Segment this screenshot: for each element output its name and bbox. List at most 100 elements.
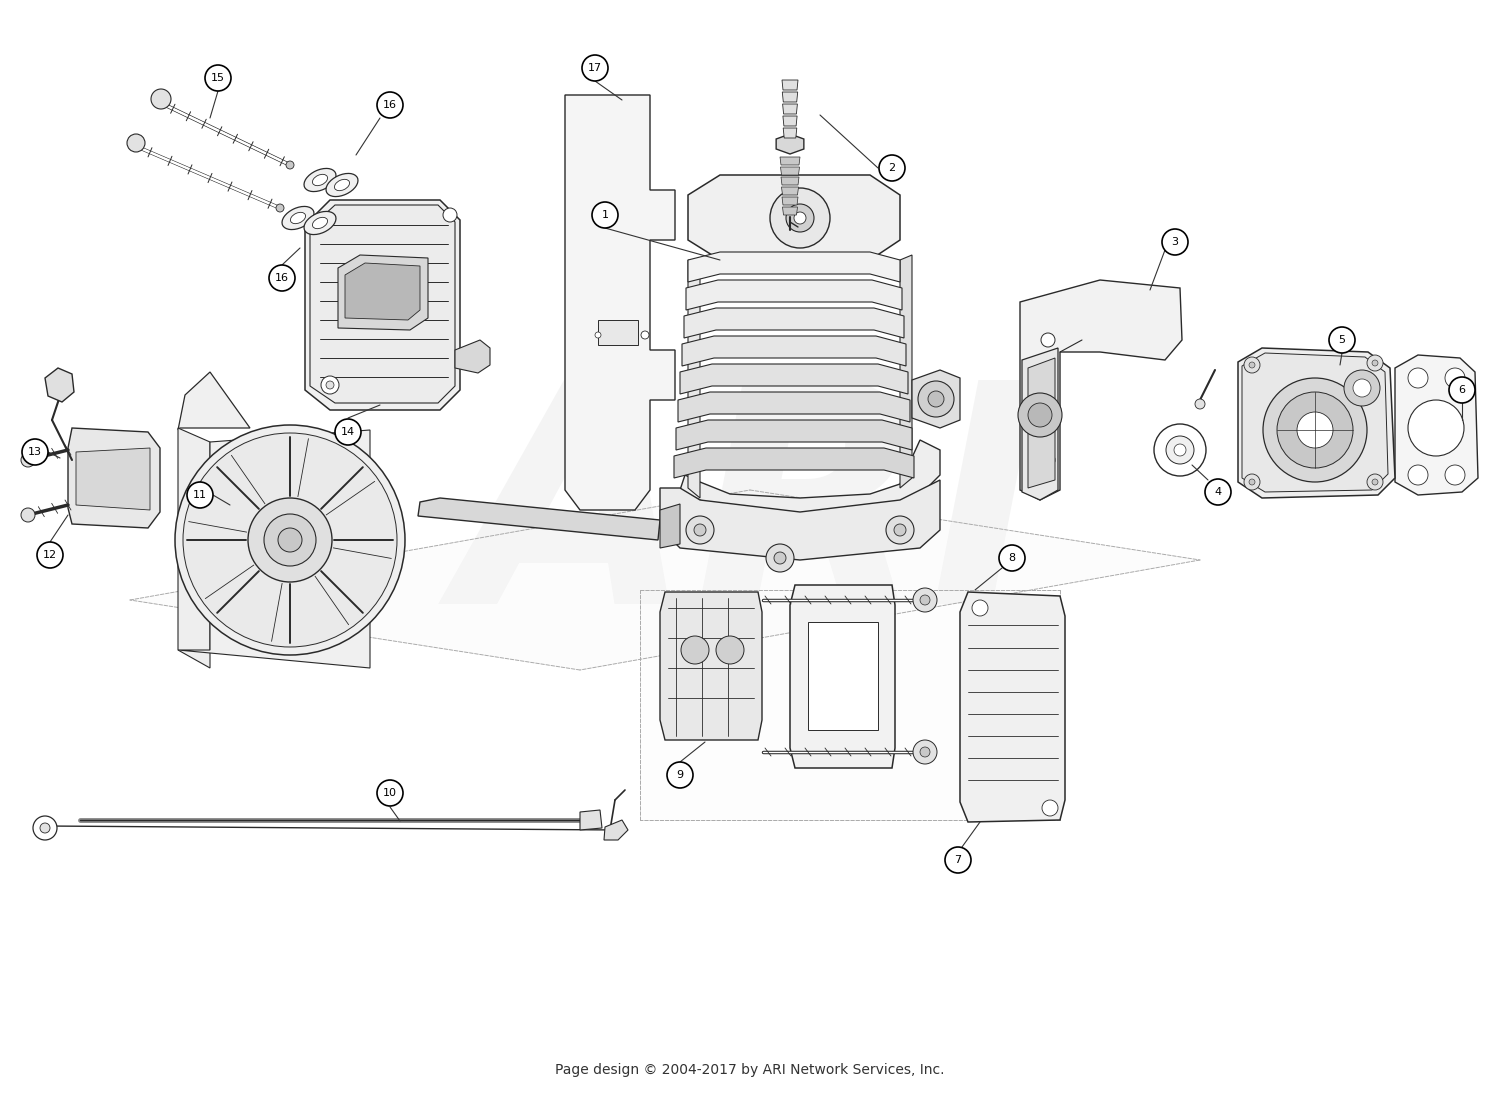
Polygon shape [1395,355,1478,495]
Polygon shape [900,255,912,488]
Circle shape [1019,393,1062,437]
Polygon shape [419,498,660,540]
Circle shape [206,65,231,91]
Circle shape [1366,355,1383,372]
Polygon shape [68,429,160,528]
Ellipse shape [282,206,314,229]
Text: ARI: ARI [458,372,1042,669]
Circle shape [1041,333,1054,347]
Polygon shape [178,430,370,667]
Circle shape [1408,368,1428,388]
Text: 9: 9 [676,770,684,780]
Polygon shape [912,370,960,429]
Circle shape [268,265,296,292]
Text: 11: 11 [194,490,207,500]
Circle shape [1250,479,1256,486]
Circle shape [686,516,714,544]
Circle shape [694,524,706,536]
Polygon shape [686,279,902,310]
Circle shape [886,516,914,544]
Polygon shape [310,205,454,403]
Circle shape [334,419,362,445]
Circle shape [1276,392,1353,468]
Ellipse shape [334,180,350,191]
Circle shape [183,433,398,647]
Circle shape [716,636,744,664]
Text: 8: 8 [1008,553,1016,563]
Circle shape [918,381,954,416]
Circle shape [1444,465,1466,486]
Polygon shape [783,92,798,102]
Circle shape [582,55,608,81]
Circle shape [879,155,904,181]
Text: 5: 5 [1338,335,1346,345]
Circle shape [1408,400,1464,456]
Circle shape [1204,479,1231,505]
Circle shape [33,817,57,840]
Polygon shape [790,585,895,768]
Polygon shape [680,364,908,393]
Polygon shape [808,623,877,730]
Ellipse shape [312,174,327,185]
Circle shape [999,545,1024,571]
Circle shape [894,524,906,536]
Circle shape [1028,403,1051,427]
Circle shape [766,544,794,572]
Circle shape [1449,377,1474,403]
Circle shape [1162,229,1188,255]
Text: 3: 3 [1172,237,1179,247]
Circle shape [920,595,930,605]
Polygon shape [1242,353,1388,492]
Polygon shape [676,420,912,450]
Polygon shape [782,80,798,90]
Polygon shape [783,104,798,114]
Circle shape [1244,473,1260,490]
Circle shape [1196,399,1204,409]
Polygon shape [76,448,150,510]
Polygon shape [678,392,910,422]
Polygon shape [1238,349,1395,498]
Text: 16: 16 [274,273,290,283]
Circle shape [681,636,710,664]
Polygon shape [782,187,798,195]
Circle shape [264,514,316,566]
Circle shape [640,331,650,339]
Circle shape [276,204,284,212]
Circle shape [248,498,332,582]
Circle shape [1041,453,1054,467]
Polygon shape [1028,358,1054,488]
Ellipse shape [312,217,327,229]
Circle shape [1353,379,1371,397]
Polygon shape [680,439,940,520]
Polygon shape [780,167,800,175]
Polygon shape [566,95,675,510]
Circle shape [794,212,806,224]
Circle shape [326,381,334,389]
Circle shape [1329,327,1354,353]
Circle shape [21,509,34,522]
Circle shape [176,425,405,655]
Text: 16: 16 [382,100,398,110]
Polygon shape [674,448,914,478]
Ellipse shape [326,173,358,196]
Circle shape [1263,378,1366,482]
Circle shape [38,543,63,568]
Polygon shape [783,128,796,138]
Circle shape [376,780,404,806]
Polygon shape [688,175,900,260]
Circle shape [945,847,970,874]
Circle shape [920,747,930,757]
Circle shape [1344,370,1380,406]
Circle shape [278,528,302,552]
Polygon shape [684,308,904,338]
Circle shape [152,89,171,109]
Polygon shape [1022,349,1058,500]
Polygon shape [660,480,940,560]
Polygon shape [780,157,800,165]
Polygon shape [782,176,800,185]
Polygon shape [454,340,490,373]
Ellipse shape [291,213,306,224]
Circle shape [40,823,50,833]
Circle shape [972,600,988,616]
Circle shape [442,208,458,222]
